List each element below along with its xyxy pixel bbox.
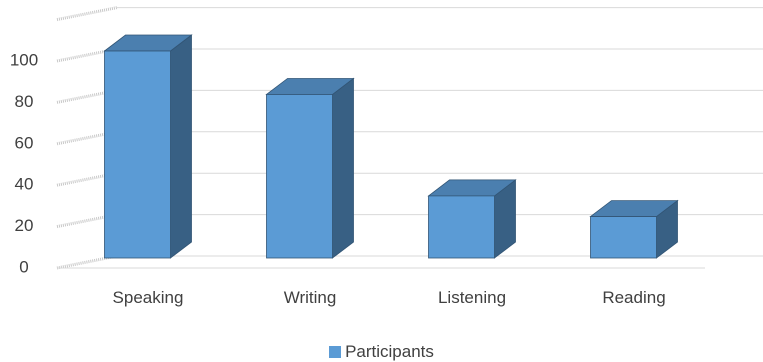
bar-front <box>266 94 333 259</box>
bar-listening <box>427 179 517 259</box>
y-axis: 0 20 40 60 80 100 <box>10 50 38 276</box>
bar-speaking <box>103 34 193 259</box>
side-wall-line <box>56 6 118 22</box>
bar-reading <box>589 199 679 259</box>
chart-walls <box>56 6 763 270</box>
y-tick-label: 40 <box>15 175 34 194</box>
legend-swatch <box>329 346 342 358</box>
y-tick-label: 80 <box>15 92 34 111</box>
y-tick-label: 60 <box>15 133 34 152</box>
x-tick-label: Listening <box>438 288 506 307</box>
bar-side <box>170 34 192 259</box>
legend-label: Participants <box>345 342 434 361</box>
bar-chart: 0 20 40 60 80 100 Speaking Writing Listening Rea… <box>10 6 763 307</box>
bar-side <box>332 77 354 259</box>
x-tick-label: Writing <box>284 288 337 307</box>
bar-writing <box>265 77 355 259</box>
y-tick-label: 0 <box>19 257 28 276</box>
bar-front <box>428 195 495 259</box>
y-tick-label: 100 <box>10 50 38 69</box>
bars <box>103 34 679 259</box>
x-tick-label: Reading <box>602 288 665 307</box>
x-axis: Speaking Writing Listening Reading <box>113 288 666 307</box>
legend: Participants <box>0 342 763 362</box>
y-tick-label: 20 <box>15 216 34 235</box>
bar-front <box>104 50 171 259</box>
x-tick-label: Speaking <box>113 288 184 307</box>
bar-front <box>590 216 657 259</box>
